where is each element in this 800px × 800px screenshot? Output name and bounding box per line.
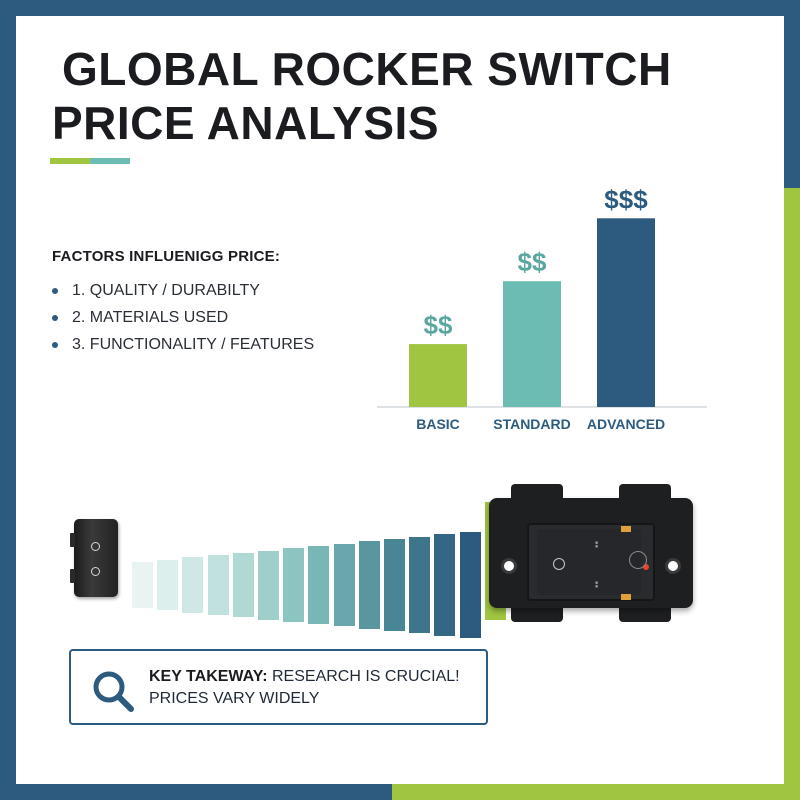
accent-stripe-bottom	[392, 784, 800, 800]
gradient-segment	[182, 557, 204, 613]
title-line-2: PRICE ANALYSIS	[52, 97, 440, 149]
takeaway-label: KEY TAKEWAY:	[149, 668, 268, 685]
gradient-segment	[308, 545, 330, 625]
bullet-icon	[52, 341, 58, 348]
factor-item: 2. MATERIALS USED	[52, 304, 314, 331]
gradient-segment	[232, 552, 254, 618]
takeaway-text: KEY TAKEWAY: RESEARCH IS CRUCIAL! PRICES…	[149, 666, 460, 710]
key-takeaway-box: KEY TAKEWAY: RESEARCH IS CRUCIAL! PRICES…	[69, 649, 488, 725]
factor-item: 1. QUALITY / DURABILTY	[52, 277, 314, 304]
gradient-segment	[207, 555, 229, 615]
gradient-segment	[409, 536, 431, 634]
data-label-advanced: $$$	[604, 184, 648, 214]
takeaway-line-1: KEY TAKEWAY: RESEARCH IS CRUCIAL!	[149, 666, 460, 688]
data-label-standard: $$	[518, 247, 547, 277]
rocker-switch-large-icon: ▪▪ ▪▪	[489, 481, 693, 625]
title-line-1: GLOBAL ROCKER SWITCH	[62, 43, 672, 95]
factor-label: 2. MATERIALS USED	[72, 308, 229, 326]
bar-advanced	[597, 218, 655, 407]
gradient-segment	[358, 541, 380, 629]
bar-basic	[409, 344, 467, 407]
gradient-segment	[157, 559, 179, 611]
rocker-switch-small-icon	[70, 519, 118, 597]
bullet-icon	[52, 287, 58, 294]
factors-section: FACTORS INFLUENIGG PRICE: 1. QUALITY / D…	[52, 248, 314, 358]
price-tier-chart: $$ BASIC $$ STANDARD $$$ ADVANCED	[377, 184, 707, 432]
tick-label-basic: BASIC	[416, 416, 460, 432]
factor-label: 1. QUALITY / DURABILTY	[72, 281, 260, 299]
factor-label: 3. FUNCTIONALITY / FEATURES	[72, 335, 315, 353]
magnifier-icon	[93, 671, 134, 712]
gradient-segment	[132, 562, 153, 608]
takeaway-message: RESEARCH IS CRUCIAL!	[272, 668, 460, 685]
tick-label-advanced: ADVANCED	[587, 416, 665, 432]
bar-standard	[503, 281, 561, 407]
gradient-segment	[333, 543, 355, 627]
gradient-segment	[384, 539, 405, 631]
gradient-segment	[283, 548, 305, 622]
accent-stripe-right	[784, 188, 800, 800]
title-underline	[50, 158, 130, 164]
gradient-segment	[258, 550, 279, 620]
bullet-icon	[52, 314, 58, 321]
takeaway-line-2: PRICES VARY WIDELY	[149, 690, 320, 707]
tick-label-standard: STANDARD	[493, 416, 571, 432]
gradient-segment	[459, 532, 481, 638]
factors-list: 1. QUALITY / DURABILTY 2. MATERIALS USED…	[52, 277, 314, 358]
gradient-segment	[434, 534, 456, 636]
data-label-basic: $$	[424, 310, 453, 340]
page-title: GLOBAL ROCKER SWITCH PRICE ANALYSIS	[52, 42, 752, 150]
factors-heading: FACTORS INFLUENIGG PRICE:	[52, 248, 281, 265]
factor-item: 3. FUNCTIONALITY / FEATURES	[52, 331, 314, 358]
